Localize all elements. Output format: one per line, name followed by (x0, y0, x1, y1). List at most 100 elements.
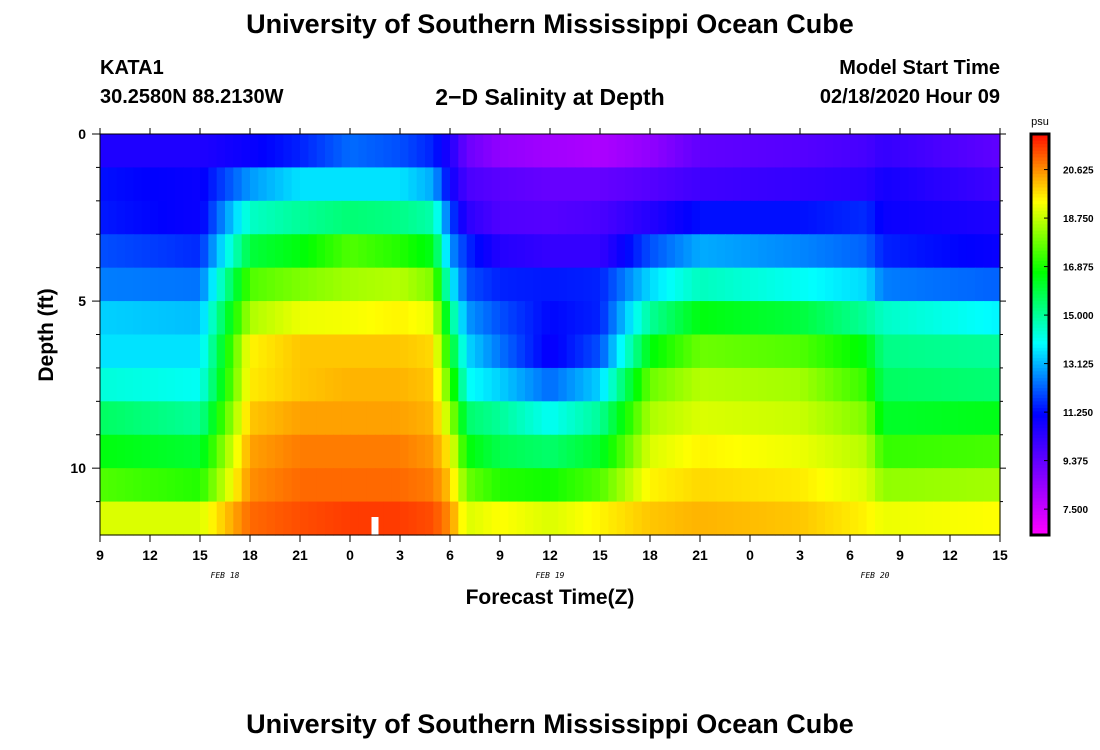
heatmap-cell (550, 367, 559, 402)
heatmap-cell (850, 334, 859, 369)
heatmap-cell (591, 134, 601, 169)
heatmap-cell (608, 234, 618, 269)
heatmap-cell (866, 434, 876, 469)
heatmap-cell (275, 468, 284, 503)
heatmap-cell (458, 234, 468, 269)
heatmap-cell (116, 334, 126, 369)
heatmap-cell (408, 367, 418, 402)
heatmap-cell (833, 501, 843, 536)
heatmap-cell (500, 334, 509, 369)
heatmap-cell (383, 468, 393, 503)
heatmap-cell (733, 134, 743, 169)
heatmap-cell (175, 367, 184, 402)
heatmap-cell (883, 134, 893, 169)
heatmap-cell (175, 334, 184, 369)
x-date-label: FEB 18 (211, 571, 240, 580)
colorbar-segment (1031, 301, 1049, 306)
colorbar-segment (1031, 317, 1049, 322)
heatmap-cell (725, 134, 734, 169)
heatmap-cell (891, 167, 901, 202)
colorbar-segment (1031, 144, 1049, 148)
heatmap-cell (891, 200, 901, 235)
heatmap-cell (341, 434, 351, 469)
heatmap-cell (483, 367, 493, 402)
heatmap-cell (900, 301, 909, 336)
heatmap-cell (391, 301, 401, 336)
heatmap-cell (975, 301, 984, 336)
heatmap-cell (241, 334, 251, 369)
colorbar-segment (1031, 291, 1049, 295)
heatmap-cell (841, 167, 851, 202)
heatmap-cell (766, 234, 776, 269)
heatmap-cell (416, 401, 426, 436)
heatmap-cell (333, 501, 343, 536)
heatmap-cell (391, 134, 401, 169)
heatmap-cell (708, 468, 718, 503)
heatmap-cell (125, 501, 134, 536)
heatmap-cell (258, 200, 268, 235)
heatmap-cell (750, 434, 759, 469)
heatmap-cell (291, 234, 301, 269)
heatmap-cell (141, 468, 151, 503)
heatmap-cell (891, 234, 901, 269)
heatmap-cell (716, 167, 726, 202)
heatmap-cell (325, 367, 334, 402)
heatmap-cell (666, 334, 676, 369)
heatmap-cell (525, 301, 534, 336)
heatmap-cell (750, 267, 759, 302)
heatmap-cell (641, 434, 651, 469)
heatmap-cell (675, 434, 684, 469)
heatmap-cell (366, 434, 376, 469)
heatmap-cell (116, 501, 126, 536)
colorbar-segment (1031, 187, 1049, 192)
heatmap-cell (416, 234, 426, 269)
heatmap-cell (608, 267, 618, 302)
colorbar-segment (1031, 257, 1049, 262)
heatmap-cell (225, 401, 234, 436)
heatmap-cell (108, 301, 118, 336)
heatmap-cell (475, 200, 484, 235)
colorbar-segment (1031, 247, 1049, 252)
heatmap-cell (741, 234, 751, 269)
heatmap-cell (508, 134, 518, 169)
heatmap-cell (441, 134, 451, 169)
heatmap-cell (566, 501, 576, 536)
heatmap-cell (475, 267, 484, 302)
heatmap-cell (666, 401, 676, 436)
colorbar-segment (1031, 334, 1049, 339)
heatmap-cell (533, 134, 543, 169)
chart-subtitle: 2−D Salinity at Depth (435, 84, 665, 110)
heatmap-cell (300, 468, 309, 503)
heatmap-cell (841, 334, 851, 369)
heatmap-cell (950, 301, 959, 336)
heatmap-cell (375, 501, 384, 536)
colorbar-segment (1031, 461, 1049, 466)
heatmap-cell (983, 468, 993, 503)
heatmap-cell (491, 267, 501, 302)
heatmap-cell (658, 200, 668, 235)
colorbar-tick-label: 11.250 (1063, 408, 1093, 419)
heatmap-cell (658, 301, 668, 336)
heatmap-cell (600, 501, 609, 536)
heatmap-cell (966, 401, 976, 436)
heatmap-cell (325, 134, 334, 169)
heatmap-cell (958, 301, 968, 336)
heatmap-cell (633, 200, 643, 235)
heatmap-cell (225, 200, 234, 235)
y-tick-label: 0 (78, 126, 86, 142)
heatmap-cell (466, 501, 476, 536)
heatmap-cell (800, 468, 809, 503)
heatmap-cell (608, 434, 618, 469)
heatmap-cell (633, 501, 643, 536)
heatmap-cell (358, 468, 368, 503)
heatmap-cell (208, 267, 218, 302)
colorbar-segment (1031, 521, 1049, 526)
heatmap-cell (616, 334, 626, 369)
heatmap-cell (650, 234, 659, 269)
heatmap-cell (158, 200, 168, 235)
x-tick-label: 15 (992, 547, 1008, 563)
heatmap-cell (950, 267, 959, 302)
heatmap-cell (233, 301, 243, 336)
heatmap-cell (741, 334, 751, 369)
